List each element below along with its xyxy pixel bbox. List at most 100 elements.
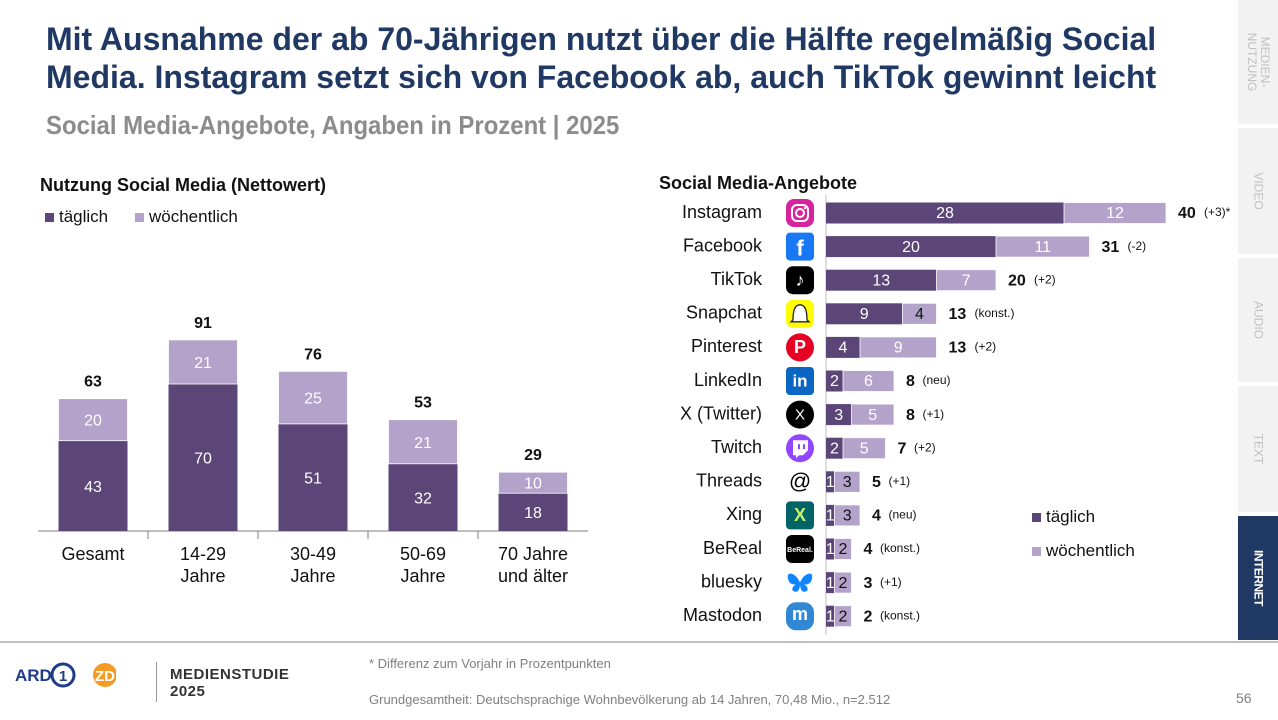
svg-text:f: f <box>796 235 804 260</box>
change-label: (neu) <box>923 373 951 387</box>
total-label: 4 <box>864 541 873 558</box>
legend-swatch-woechentlich <box>1032 546 1041 556</box>
threads-icon: @ <box>786 467 814 496</box>
tab-label: AUDIO <box>1251 300 1266 340</box>
bar-woechentlich <box>902 302 937 325</box>
data-label-woechentlich: 7 <box>962 272 971 289</box>
platform-stacked-bar-chart: Instagram 28 12 40 (+3)*Facebook f 20 11 31 (-2)T… <box>680 195 1231 635</box>
data-label-woechentlich: 20 <box>84 413 102 430</box>
bar-taeglich <box>826 504 835 526</box>
total-label: 20 <box>1008 272 1026 289</box>
tab-audio[interactable]: AUDIO <box>1238 258 1278 382</box>
pinterest-icon: P <box>786 333 814 362</box>
page-title: Mit Ausnahme der ab 70-Jährigen nutzt üb… <box>46 21 1157 95</box>
tab-internet[interactable]: INTERNET <box>1238 516 1278 640</box>
bar-woechentlich <box>834 470 861 493</box>
bar-taeglich <box>826 572 835 594</box>
bereal-icon: BeReal. <box>786 535 814 563</box>
bar-taeglich <box>58 440 128 531</box>
zdf-logo-text: ZDF <box>95 668 124 685</box>
category-label: Jahre <box>180 566 225 586</box>
svg-text:X: X <box>795 407 805 424</box>
total-label: 2 <box>864 608 873 625</box>
category-label: Pinterest <box>691 336 762 356</box>
bar-taeglich <box>826 336 860 358</box>
data-label-woechentlich: 11 <box>1034 239 1051 256</box>
data-label-taeglich: 18 <box>524 505 542 522</box>
right-chart-title: Social Media-Angebote <box>659 173 858 193</box>
legend-swatch-taeglich <box>45 212 54 222</box>
logo-divider <box>156 662 157 702</box>
studie-line2: 2025 <box>170 683 206 700</box>
legend-label-taeglich: täglich <box>1046 507 1096 526</box>
total-label: 8 <box>906 407 915 424</box>
data-label-taeglich: 20 <box>902 239 920 256</box>
total-label: 5 <box>872 474 881 491</box>
facebook-icon: f <box>786 232 814 261</box>
svg-text:@: @ <box>789 469 811 494</box>
tab-video[interactable]: VIDEO <box>1238 128 1278 254</box>
category-label: 70 Jahre <box>498 544 568 564</box>
bluesky-icon <box>787 573 813 592</box>
legend-label-woechentlich: wöchentlich <box>1046 541 1135 560</box>
change-label: (konst.) <box>880 541 920 555</box>
bar-taeglich <box>826 269 937 291</box>
total-label: 63 <box>84 374 102 391</box>
category-label: Xing <box>726 504 762 524</box>
left-legend-woechentlich: wöchentlich <box>135 207 238 227</box>
bar-woechentlich <box>936 269 997 292</box>
bar-taeglich <box>826 404 852 426</box>
total-label: 91 <box>194 315 212 332</box>
bar-woechentlich <box>842 437 886 460</box>
bar-taeglich <box>826 303 903 325</box>
change-label: (+2) <box>975 340 997 354</box>
age-group-stacked-bar-chart: 432063Gesamt70219114-29Jahre51257630-49J… <box>38 315 588 586</box>
bar-taeglich <box>826 538 835 560</box>
data-label-taeglich: 1 <box>826 608 835 625</box>
category-label: bluesky <box>701 571 762 591</box>
data-label-taeglich: 3 <box>834 407 843 424</box>
legend-label-taeglich: täglich <box>59 207 109 226</box>
data-label-taeglich: 43 <box>84 479 102 496</box>
change-label: (+2) <box>914 440 936 454</box>
legend-label-woechentlich: wöchentlich <box>149 207 238 226</box>
change-label: (konst.) <box>975 306 1015 320</box>
bar-woechentlich <box>58 398 128 442</box>
data-label-woechentlich: 25 <box>304 391 322 408</box>
bar-taeglich <box>826 437 843 459</box>
svg-text:m: m <box>792 604 808 624</box>
total-label: 76 <box>304 346 322 363</box>
total-label: 4 <box>872 508 881 525</box>
total-label: 40 <box>1178 205 1196 222</box>
data-label-taeglich: 1 <box>826 474 835 491</box>
change-label: (+2) <box>1034 272 1056 286</box>
bar-taeglich <box>826 236 996 258</box>
category-label: und älter <box>498 566 568 586</box>
data-label-woechentlich: 5 <box>860 440 869 457</box>
data-label-taeglich: 9 <box>860 306 869 323</box>
data-label-taeglich: 2 <box>830 373 839 390</box>
change-label: (neu) <box>889 508 917 522</box>
change-label: (+3)* <box>1204 205 1231 219</box>
ard-logo-text: ARD <box>15 666 52 685</box>
change-label: (konst.) <box>880 608 920 622</box>
svg-text:P: P <box>794 337 806 357</box>
data-label-woechentlich: 2 <box>839 608 848 625</box>
tab-text[interactable]: TEXT <box>1238 386 1278 512</box>
category-label: 30-49 <box>290 544 336 564</box>
bar-taeglich <box>826 370 843 392</box>
bar-woechentlich <box>834 571 852 594</box>
bar-woechentlich <box>834 504 861 527</box>
change-label: (+1) <box>889 474 911 488</box>
data-label-woechentlich: 9 <box>894 340 903 357</box>
data-label-taeglich: 1 <box>826 541 835 558</box>
section-sidebar: MEDIEN- NUTZUNG VIDEO AUDIO TEXT INTERNE… <box>1238 0 1278 640</box>
data-label-woechentlich: 5 <box>868 407 877 424</box>
mastodon-icon: m <box>786 602 814 631</box>
data-label-woechentlich: 21 <box>414 435 432 452</box>
category-label: 50-69 <box>400 544 446 564</box>
tab-mediennutzung[interactable]: MEDIEN- NUTZUNG <box>1238 0 1278 124</box>
total-label: 31 <box>1102 239 1120 256</box>
tab-label: INTERNET <box>1251 550 1266 606</box>
page-number: 56 <box>1236 690 1252 706</box>
